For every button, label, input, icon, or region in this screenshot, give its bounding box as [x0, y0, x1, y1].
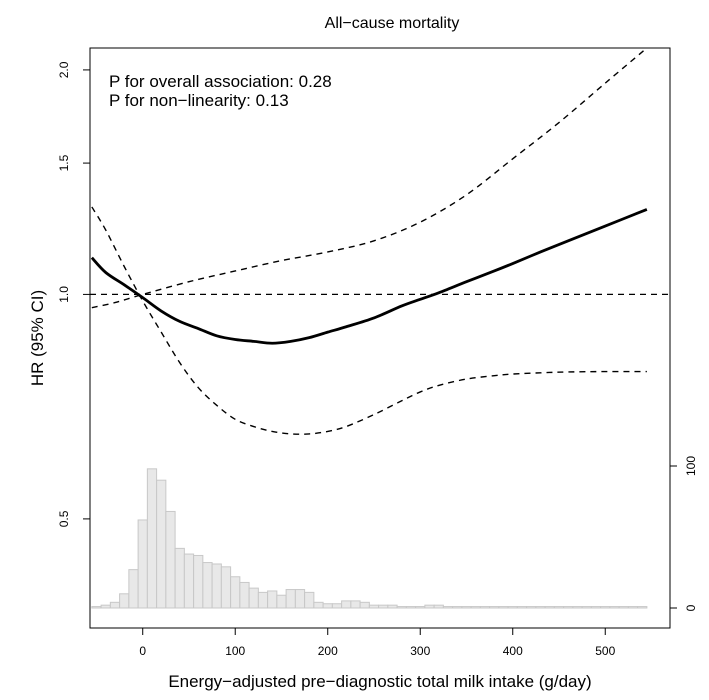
histogram-bar	[553, 606, 565, 609]
histogram-bar	[304, 591, 315, 609]
histogram-bar	[637, 606, 648, 609]
series-estimate	[90, 208, 648, 345]
histogram-bar	[526, 606, 537, 609]
histogram-bar	[535, 606, 546, 609]
histogram-bar	[498, 606, 509, 609]
histogram-bar	[507, 606, 518, 609]
histogram-bar	[627, 606, 639, 609]
histogram-bar	[544, 606, 555, 609]
chart-title: All−cause mortality	[325, 15, 460, 32]
histogram-bar	[424, 604, 435, 609]
histogram-bar	[109, 601, 121, 609]
histogram-bar	[156, 479, 167, 609]
x-tick-label: 0	[139, 644, 146, 658]
histogram-bar	[359, 601, 370, 609]
histogram-bar	[174, 547, 185, 609]
histogram-bar	[378, 604, 389, 609]
y-axis-label: HR (95% CI)	[28, 290, 47, 386]
histogram-bar	[313, 601, 324, 609]
series-upper-ci	[91, 48, 648, 309]
histogram-bar	[230, 576, 241, 609]
histogram-bar	[267, 590, 278, 609]
y-axis: 0.5 1.0 1.5 2.0	[57, 61, 90, 527]
histogram-bar	[516, 606, 528, 609]
histogram-bar	[442, 606, 454, 609]
x-tick-label: 100	[225, 644, 245, 658]
annotation-overall: P for overall association: 0.28	[109, 72, 332, 91]
series-group	[90, 48, 648, 435]
histogram-count-axis: 0 100	[669, 456, 698, 611]
histogram-bar	[331, 603, 343, 609]
histogram-bar	[322, 603, 333, 609]
histogram-bar	[609, 606, 620, 609]
histogram-bar	[193, 554, 204, 609]
histogram-bar	[257, 591, 269, 609]
y-tick-label: 1.5	[57, 154, 71, 171]
x-axis: 0 100 200 300 400 500	[139, 628, 616, 658]
histogram-bar	[128, 569, 139, 609]
histogram-bar	[572, 606, 583, 609]
histogram-bar	[581, 606, 592, 609]
x-axis-label: Energy−adjusted pre−diagnostic total mil…	[168, 672, 591, 691]
histogram-bar	[202, 562, 213, 609]
x-tick-label: 400	[503, 644, 523, 658]
histogram-bar	[248, 587, 259, 609]
histogram-bar	[452, 606, 463, 609]
histogram-bar	[461, 606, 472, 609]
histogram-bar	[183, 553, 195, 609]
histogram	[91, 468, 648, 609]
histogram-bar	[276, 594, 287, 609]
histogram-bar	[415, 606, 426, 609]
histogram-bar	[470, 606, 481, 609]
y-tick-label: 1.0	[57, 286, 71, 303]
x-tick-label: 200	[318, 644, 338, 658]
histogram-bar	[341, 600, 352, 609]
histogram-bar	[91, 606, 102, 609]
histogram-bar	[239, 581, 250, 609]
histogram-bar	[294, 589, 306, 609]
histogram-bar	[100, 604, 111, 609]
histogram-bar	[119, 593, 130, 609]
series-lower-ci	[91, 206, 647, 435]
histogram-bar	[433, 604, 444, 609]
annotation-nonlinearity: P for non−linearity: 0.13	[109, 91, 289, 110]
histogram-bar	[137, 519, 148, 609]
histogram-bar	[350, 600, 361, 609]
count-tick-label: 100	[684, 456, 698, 476]
y-tick-label: 0.5	[57, 510, 71, 527]
histogram-bar	[220, 566, 232, 609]
histogram-bar	[590, 606, 602, 609]
histogram-bar	[489, 606, 500, 609]
histogram-bar	[600, 606, 611, 609]
histogram-bar	[165, 510, 176, 609]
histogram-bar	[563, 606, 574, 609]
histogram-bar	[405, 606, 417, 609]
plot-frame	[89, 47, 671, 629]
y-tick-label: 2.0	[57, 61, 71, 78]
histogram-bar	[479, 606, 491, 609]
x-tick-label: 500	[595, 644, 615, 658]
histogram-bar	[387, 604, 398, 609]
histogram-bar	[368, 604, 380, 609]
histogram-bar	[211, 563, 222, 609]
histogram-bar	[285, 589, 296, 609]
count-tick-label: 0	[684, 604, 698, 611]
histogram-bar	[396, 606, 407, 609]
histogram-bar	[618, 606, 629, 609]
histogram-bar	[146, 468, 158, 609]
x-tick-label: 300	[410, 644, 430, 658]
